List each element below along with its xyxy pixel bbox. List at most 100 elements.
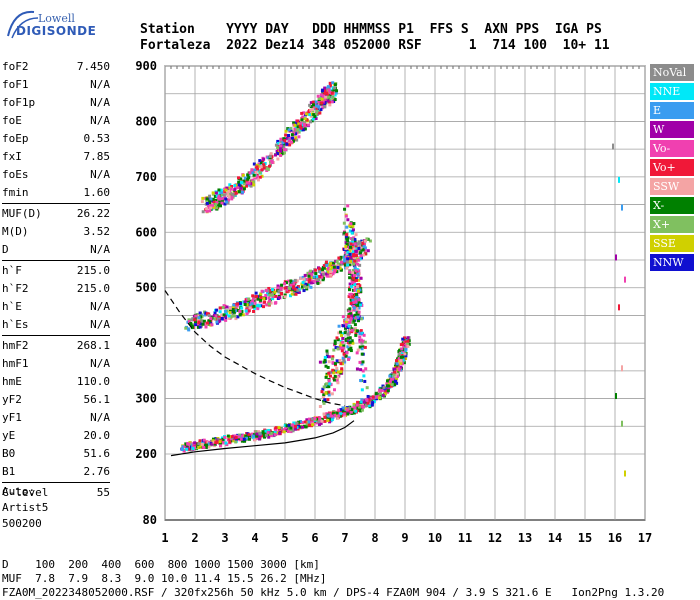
echo-point (330, 418, 334, 422)
echo-point (346, 260, 350, 264)
echo-point (245, 303, 249, 307)
echo-point (215, 201, 219, 205)
x-tick-label: 9 (401, 531, 408, 545)
echo-point (284, 281, 288, 285)
echo-point (345, 243, 349, 247)
echo-point (362, 400, 366, 404)
echo-point (329, 270, 333, 274)
echo-point (350, 246, 354, 250)
y-tick-label: 900 (135, 59, 157, 73)
footer-line2: MUF 7.8 7.9 8.3 9.0 10.0 11.4 15.5 26.2 … (2, 572, 327, 585)
echo-point (358, 251, 362, 255)
param-row: C-level 55 (2, 484, 110, 502)
echo-point (236, 308, 240, 312)
echo-point (251, 299, 255, 303)
side-echo-point (621, 420, 623, 427)
echo-point (220, 313, 224, 317)
echo-point (381, 393, 385, 397)
echo-point (186, 442, 190, 446)
echo-point (320, 419, 324, 423)
echo-point (231, 192, 235, 196)
echo-point (330, 392, 334, 396)
echo-point (247, 433, 251, 437)
legend-item: NoVal (650, 64, 694, 81)
param-name: yF1 (2, 411, 22, 424)
echo-point (262, 432, 266, 436)
echo-point (330, 414, 334, 418)
echo-point (339, 268, 343, 272)
echo-point (317, 100, 321, 104)
echo-point (244, 434, 248, 438)
echo-point (320, 273, 324, 277)
echo-point (237, 436, 241, 440)
echo-trace (200, 81, 339, 214)
echo-point (301, 128, 305, 132)
echo-point (344, 255, 348, 259)
echo-point (335, 411, 339, 415)
echo-point (251, 434, 255, 438)
param-row: yF2 56.1 (2, 391, 110, 409)
echo-point (402, 336, 406, 340)
echo-point (355, 351, 359, 355)
echo-point (268, 157, 272, 161)
echo-point (297, 424, 301, 428)
echo-point (252, 162, 256, 166)
echo-point (266, 431, 270, 435)
autoscaling-info: Auto: Artist5 500200 (2, 484, 48, 532)
echo-point (240, 306, 244, 310)
echo-point (311, 100, 315, 104)
echo-point (230, 197, 234, 201)
echo-point (350, 285, 354, 289)
echo-point (406, 336, 410, 340)
echo-point (254, 295, 258, 299)
echo-point (303, 117, 307, 121)
echo-point (312, 279, 316, 283)
echo-point (394, 359, 398, 363)
echo-point (357, 289, 361, 293)
echo-point (228, 311, 232, 315)
echo-point (332, 376, 336, 380)
echo-point (276, 141, 280, 145)
echo-point (333, 413, 337, 417)
echo-point (344, 214, 348, 218)
echo-point (347, 407, 351, 411)
echo-point (350, 292, 354, 296)
x-tick-label: 3 (221, 531, 228, 545)
echo-point (347, 313, 351, 317)
echo-point (247, 181, 251, 185)
echo-point (348, 249, 352, 253)
echo-point (197, 320, 201, 324)
echo-point (294, 132, 298, 136)
echo-point (338, 412, 342, 416)
echo-point (334, 91, 338, 95)
echo-point (374, 392, 378, 396)
echo-point (344, 241, 348, 245)
echo-point (262, 157, 266, 161)
echo-point (309, 285, 313, 289)
echo-point (237, 176, 241, 180)
echo-point (214, 314, 218, 318)
echo-point (268, 430, 272, 434)
echo-point (327, 355, 331, 359)
echo-point (228, 183, 232, 187)
echo-point (356, 319, 360, 323)
param-name: fmin (2, 186, 29, 199)
echo-point (258, 159, 262, 163)
echo-point (303, 279, 307, 283)
echo-point (350, 339, 354, 343)
echo-point (253, 168, 257, 172)
echo-point (354, 278, 358, 282)
echo-point (359, 303, 363, 307)
echo-point (239, 177, 243, 181)
echo-point (290, 280, 294, 284)
echo-point (294, 424, 298, 428)
param-name: foF1 (2, 78, 29, 91)
echo-point (245, 181, 249, 185)
echo-point (350, 327, 354, 331)
echo-point (285, 142, 289, 146)
echo-point (262, 435, 266, 439)
echo-point (406, 344, 410, 348)
echo-point (304, 112, 308, 116)
echo-point (393, 370, 397, 374)
param-row: h`F2 215.0 (2, 280, 110, 298)
